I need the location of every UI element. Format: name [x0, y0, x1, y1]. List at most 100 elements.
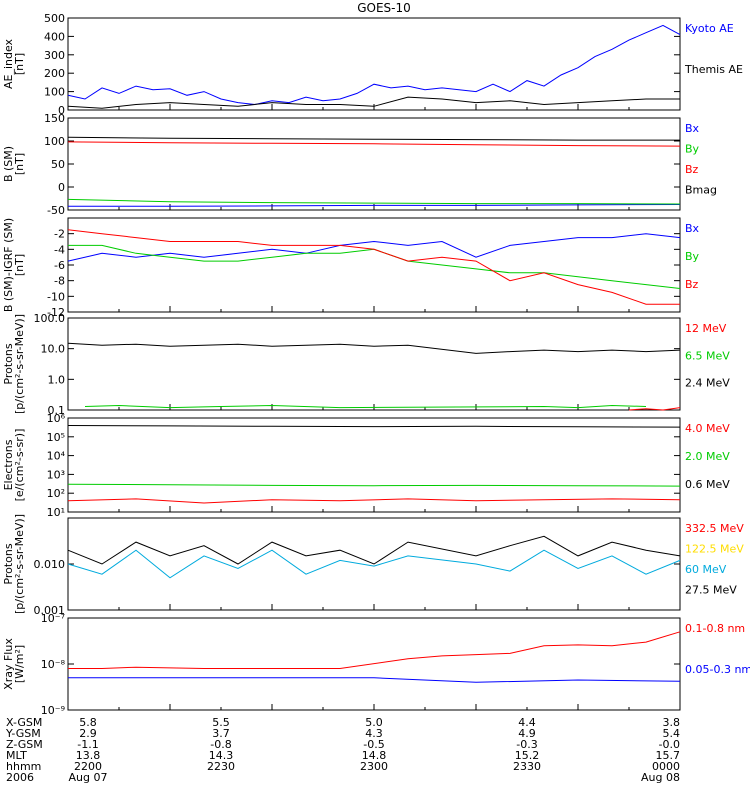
panel-7: 10⁻⁹ 10⁻⁸ 10⁻⁷ Xray Flux[W/m²] 0.1-0.8 nm 0.0…	[2, 612, 750, 717]
chart-title: GOES-10	[357, 1, 411, 15]
legend-entry: 60 MeV	[685, 563, 727, 576]
y-axis-label: Electrons[e/(cm²-s-sr)]	[2, 429, 26, 502]
y-tick-label: 10³	[47, 468, 65, 481]
panel-2: -50 0 50 100 150 B (SM)[nT] Bx By Bz Bmag	[2, 112, 717, 217]
y-axis-label-line: [p/(cm²-s-sr-MeV)]	[13, 514, 26, 614]
series-line-3	[67, 229, 680, 305]
legend-entry: 0.6 MeV	[685, 478, 730, 491]
series-line-3	[67, 549, 681, 579]
ephemeris-value: -0.8	[210, 738, 231, 751]
y-tick-label: 0	[58, 104, 65, 117]
y-axis-label: B (SM)[nT]	[2, 146, 26, 182]
series-line-4	[67, 535, 681, 565]
y-axis-label-line: [p/(cm²-s-sr-MeV)]	[13, 314, 26, 414]
ephemeris-value: -1.1	[77, 738, 98, 751]
ephemeris-label: MLT	[6, 749, 27, 762]
ephemeris-value: 4.4	[518, 716, 536, 729]
legend-entry: Kyoto AE	[685, 22, 734, 35]
panel-frame	[67, 117, 681, 211]
y-axis-label: Protons[p/(cm²-s-sr-MeV)]	[2, 514, 26, 614]
y-tick-label: -6	[54, 259, 65, 272]
y-tick-label: 10⁴	[47, 450, 66, 463]
legend-entry: 4.0 MeV	[685, 422, 730, 435]
series-line-3	[67, 425, 681, 428]
ephemeris-label: X-GSM	[6, 716, 42, 729]
y-axis-label: Protons[p/(cm²-s-sr-MeV)]	[2, 314, 26, 414]
ephemeris-value: 5.8	[79, 716, 97, 729]
y-tick-label: 100	[44, 86, 65, 99]
ephemeris-value: 3.8	[663, 716, 681, 729]
ephemeris-label: Z-GSM	[6, 738, 43, 751]
y-axis-label: B (SM)-IGRF (SM)[nT]	[2, 218, 26, 312]
panel-6: 0.001 0.010 Protons[p/(cm²-s-sr-MeV)] 332.5…	[2, 514, 744, 617]
y-tick-label: 200	[44, 67, 65, 80]
y-tick-label: 50	[51, 158, 65, 171]
ephemeris-value: -0.3	[516, 738, 537, 751]
series-line-3	[67, 141, 681, 147]
y-axis-label-line: [nT]	[13, 254, 26, 276]
y-axis-label-line: [W/m²]	[13, 645, 26, 683]
y-axis-label-line: B (SM)	[2, 146, 15, 182]
panel-4: 0.1 1.0 10.0 100.0 Protons[p/(cm²-s-sr-MeV)]…	[2, 312, 730, 417]
y-tick-label: -50	[47, 204, 65, 217]
y-axis-label-line: [nT]	[13, 153, 26, 175]
series-line-1	[67, 233, 681, 262]
legend-entry: 6.5 MeV	[685, 349, 730, 362]
ephemeris-value: 2230	[207, 760, 235, 773]
legend-entry: 122.5 MeV	[685, 543, 744, 556]
series-line-1	[68, 631, 681, 669]
y-tick-label: 500	[44, 12, 65, 25]
legend-entry: 2.0 MeV	[685, 450, 730, 463]
legend-entry: 0.1-0.8 nm	[685, 622, 745, 635]
ephemeris-value: 5.4	[663, 727, 681, 740]
y-tick-label: 0.001	[34, 604, 66, 617]
y-tick-label: -4	[54, 243, 65, 256]
ephemeris-value: 5.5	[212, 716, 230, 729]
y-axis-label-line: [e/(cm²-s-sr)]	[13, 429, 26, 502]
panel-frame	[67, 17, 681, 111]
legend-entry: 27.5 MeV	[685, 584, 737, 597]
ephemeris-value: 15.2	[515, 749, 540, 762]
panel-3: -12 -10 -8 -6 -4 -2 B (SM)-IGRF (SM)[nT] Bx By Bz	[2, 217, 700, 319]
legend-entry: Bx	[685, 222, 700, 235]
legend-entry: By	[685, 143, 700, 156]
ephemeris-value: 2.9	[79, 727, 97, 740]
y-tick-label: 10⁻⁹	[41, 704, 65, 717]
series-line-4	[67, 136, 680, 141]
panel-1: 0 100 200 300 400 500 AE_index[nT] Kyoto AE Them…	[2, 12, 743, 117]
y-axis-label: AE_index[nT]	[2, 38, 26, 89]
legend-entry: 332.5 MeV	[685, 522, 744, 535]
series-line-3	[67, 342, 681, 354]
y-tick-label: 10⁵	[47, 431, 65, 444]
ephemeris-value: 14.8	[362, 749, 387, 762]
panel-frame	[67, 417, 681, 513]
y-axis-label-line: AE_index	[2, 38, 15, 89]
y-tick-label: 150	[44, 112, 65, 125]
legend-entry: Bx	[685, 122, 700, 135]
series-line-2	[67, 198, 681, 205]
ephemeris-value: -0.0	[659, 738, 680, 751]
ephemeris-value: 4.3	[365, 727, 383, 740]
panel-frame	[67, 217, 681, 313]
ephemeris-label: 2006	[6, 771, 34, 784]
y-tick-label: -10	[47, 290, 65, 303]
legend-entry: Bmag	[685, 184, 717, 197]
ephemeris-value: Aug 08	[641, 771, 680, 784]
y-axis-label-line: Protons	[2, 343, 15, 384]
ephemeris-value: 14.3	[209, 749, 234, 762]
y-tick-label: 100	[44, 135, 65, 148]
series-line-2	[67, 96, 680, 109]
ephemeris-value: 15.7	[656, 749, 681, 762]
y-tick-label: 1.0	[48, 373, 66, 386]
ephemeris-label: Y-GSM	[5, 727, 41, 740]
ephemeris-table: X-GSM 5.8 5.5 5.0 4.4 3.8 Y-GSM 2.9 3.7 4.3 4.9 5.4…	[5, 716, 680, 784]
ephemeris-value: 4.9	[518, 727, 536, 740]
legend-entry: Bz	[685, 163, 699, 176]
y-tick-label: 10²	[47, 487, 65, 500]
y-tick-label: 0.010	[34, 558, 66, 571]
series-line-2	[67, 483, 681, 487]
series-line-1	[68, 204, 681, 207]
y-axis-label-line: Xray Flux	[2, 638, 15, 690]
panel-5: 10¹ 10² 10³ 10⁴ 10⁵ 10⁶ Electrons[e/(cm²-s-sr)…	[2, 412, 730, 519]
